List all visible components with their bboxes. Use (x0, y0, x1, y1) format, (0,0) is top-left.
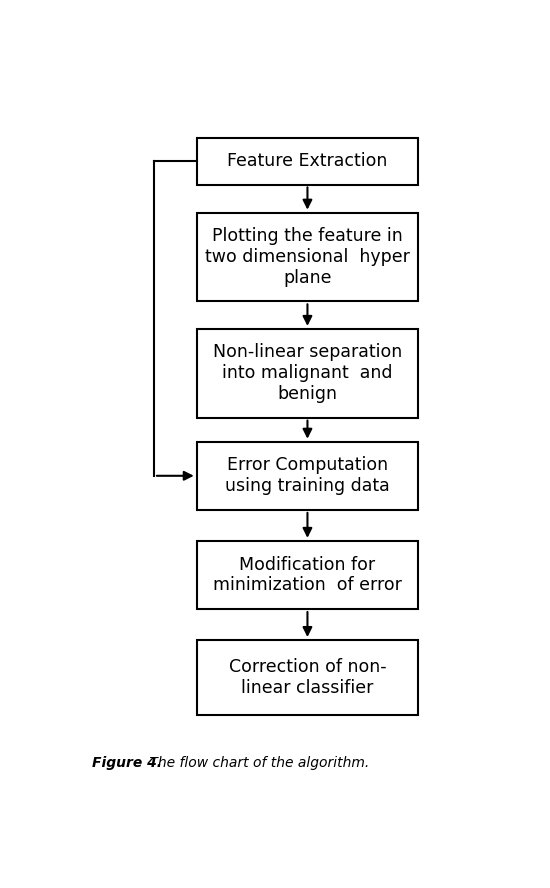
FancyBboxPatch shape (197, 138, 419, 185)
FancyBboxPatch shape (197, 441, 419, 510)
Text: The flow chart of the algorithm.: The flow chart of the algorithm. (145, 756, 369, 770)
FancyBboxPatch shape (197, 329, 419, 417)
Text: Modification for
minimization  of error: Modification for minimization of error (213, 556, 402, 594)
Text: Non-linear separation
into malignant  and
benign: Non-linear separation into malignant and… (213, 344, 402, 403)
Text: Correction of non-
linear classifier: Correction of non- linear classifier (229, 658, 386, 697)
FancyBboxPatch shape (197, 640, 419, 715)
Text: Figure 4.: Figure 4. (92, 756, 162, 770)
Text: Plotting the feature in
two dimensional  hyper
plane: Plotting the feature in two dimensional … (205, 227, 410, 287)
FancyBboxPatch shape (197, 212, 419, 301)
Text: Error Computation
using training data: Error Computation using training data (225, 456, 390, 496)
Text: Feature Extraction: Feature Extraction (227, 152, 388, 170)
FancyBboxPatch shape (197, 541, 419, 609)
